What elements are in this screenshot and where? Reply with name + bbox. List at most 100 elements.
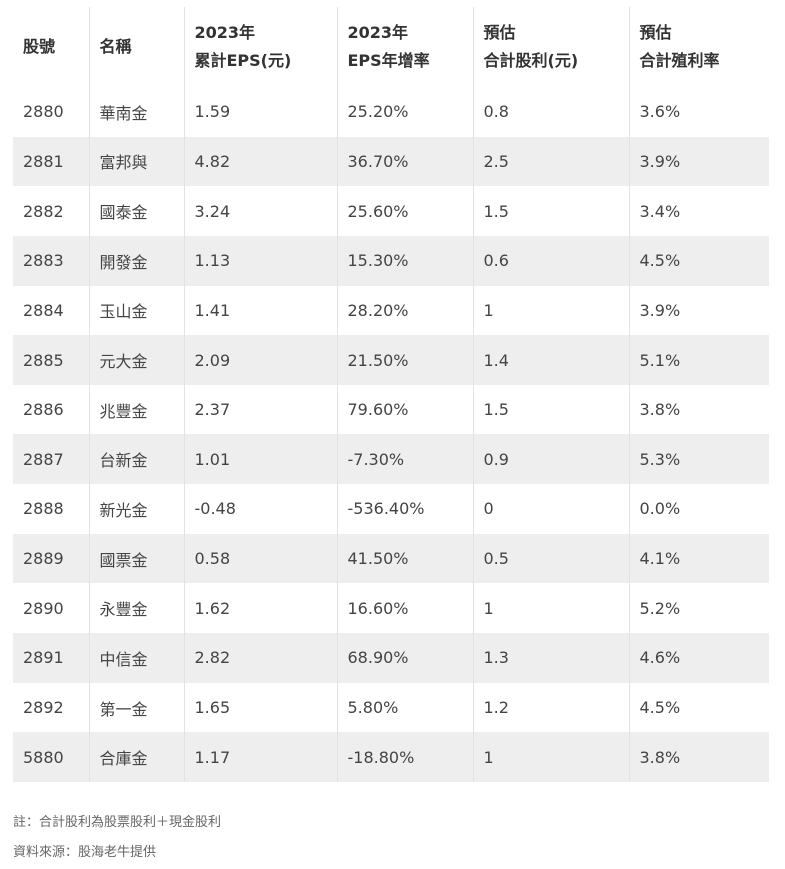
- header-label-line1: 2023年: [347, 23, 409, 42]
- header-label: 名稱: [99, 37, 132, 56]
- cell-eps: 3.24: [184, 186, 338, 236]
- cell-eps: -0.48: [184, 484, 338, 534]
- cell-eps: 1.59: [184, 87, 338, 137]
- header-label-line2: 合計殖利率: [639, 51, 720, 70]
- cell-stock-code: 2882: [13, 186, 90, 236]
- cell-eps: 2.82: [184, 633, 338, 683]
- cell-name: 華南金: [89, 87, 185, 137]
- cell-dividend: 1: [473, 285, 630, 336]
- cell-eps-growth: -7.30%: [337, 434, 474, 485]
- cell-stock-code: 2880: [13, 87, 90, 137]
- cell-dividend: 1.5: [473, 384, 630, 435]
- cell-stock-code: 2889: [13, 533, 90, 584]
- table-row: 2885 元大金 2.09 21.50% 1.4 5.1%: [13, 335, 769, 385]
- table-row: 2891 中信金 2.82 68.90% 1.3 4.6%: [13, 633, 769, 683]
- cell-yield: 4.5%: [639, 698, 681, 717]
- cell-eps-growth: 68.90%: [337, 633, 474, 683]
- cell-dividend: 1.5: [473, 186, 630, 236]
- table-row: 2882 國泰金 3.24 25.60% 1.5 3.4%: [13, 186, 769, 236]
- table-row: 2892 第一金 1.65 5.80% 1.2 4.5%: [13, 682, 769, 733]
- cell-stock-code: 2885: [13, 335, 90, 385]
- cell-yield: 4.5%: [639, 251, 681, 271]
- cell-name: 兆豐金: [89, 384, 185, 435]
- cell-eps: 1.17: [184, 732, 338, 782]
- cell-eps-growth: 25.60%: [337, 186, 474, 236]
- cell-yield: 3.8%: [639, 747, 681, 767]
- cell-name: 新光金: [89, 484, 185, 534]
- header-eps: 2023年 累計EPS(元): [184, 7, 338, 87]
- cell-eps: 1.13: [184, 235, 338, 286]
- cell-name: 合庫金: [89, 732, 185, 782]
- cell-yield: 5.3%: [639, 449, 681, 469]
- cell-yield: 4.1%: [639, 549, 681, 569]
- cell-eps-growth: 21.50%: [337, 335, 474, 385]
- cell-dividend: 1.2: [473, 682, 630, 733]
- table-header: 股號 名稱 2023年 累計EPS(元) 2023年 EPS年增率 預估 合計股…: [13, 7, 769, 87]
- cell-yield: 3.9%: [639, 300, 681, 320]
- table-row: 2886 兆豐金 2.37 79.60% 1.5 3.8%: [13, 384, 769, 435]
- table-row: 2889 國票金 0.58 41.50% 0.5 4.1%: [13, 533, 769, 584]
- cell-eps-growth: 5.80%: [337, 682, 474, 733]
- cell-dividend: 1.3: [473, 633, 630, 683]
- table-row: 2881 富邦與 4.82 36.70% 2.5 3.9%: [13, 136, 769, 187]
- cell-eps-growth: 25.20%: [337, 87, 474, 137]
- table-row: 2884 玉山金 1.41 28.20% 1 3.9%: [13, 285, 769, 336]
- table-row: 2887 台新金 1.01 -7.30% 0.9 5.3%: [13, 434, 769, 485]
- cell-name: 開發金: [89, 235, 185, 286]
- cell-eps-growth: -18.80%: [337, 732, 474, 782]
- header-label-line1: 預估: [483, 23, 516, 42]
- cell-stock-code: 2884: [13, 285, 90, 336]
- financial-stocks-table: 股號 名稱 2023年 累計EPS(元) 2023年 EPS年增率 預估 合計股…: [13, 7, 769, 782]
- cell-stock-code: 5880: [13, 732, 90, 782]
- cell-name: 永豐金: [89, 583, 185, 634]
- table-row: 2890 永豐金 1.62 16.60% 1 5.2%: [13, 583, 769, 634]
- cell-name: 富邦與: [89, 136, 185, 187]
- cell-name: 元大金: [89, 335, 185, 385]
- cell-eps: 4.82: [184, 136, 338, 187]
- cell-dividend: 0.8: [473, 87, 630, 137]
- cell-name: 台新金: [89, 434, 185, 485]
- cell-yield: 3.6%: [639, 102, 681, 122]
- header-label: 股號: [23, 37, 56, 56]
- cell-name: 國泰金: [89, 186, 185, 236]
- cell-eps: 2.37: [184, 384, 338, 435]
- cell-name: 國票金: [89, 533, 185, 584]
- cell-eps-growth: 28.20%: [337, 285, 474, 336]
- footnote: 註：合計股利為股票股利＋現金股利: [13, 815, 222, 830]
- cell-dividend: 0: [473, 484, 630, 534]
- header-row: 股號 名稱 2023年 累計EPS(元) 2023年 EPS年增率 預估 合計股…: [13, 7, 769, 87]
- table-body: 2880 華南金 1.59 25.20% 0.8 3.6% 2881 富邦與 4.82 36.70…: [13, 87, 769, 782]
- cell-eps: 2.09: [184, 335, 338, 385]
- cell-stock-code: 2890: [13, 583, 90, 634]
- header-label-line2: 累計EPS(元): [194, 51, 292, 70]
- header-eps-growth: 2023年 EPS年增率: [337, 7, 474, 87]
- header-label-line1: 預估: [639, 23, 672, 42]
- cell-eps: 1.65: [184, 682, 338, 733]
- cell-eps-growth: 41.50%: [337, 533, 474, 584]
- cell-stock-code: 2891: [13, 633, 90, 683]
- header-name: 名稱: [89, 7, 185, 87]
- table-row: 5880 合庫金 1.17 -18.80% 1 3.8%: [13, 732, 769, 782]
- cell-eps: 0.58: [184, 533, 338, 584]
- cell-yield: 0.0%: [639, 499, 681, 519]
- cell-dividend: 0.5: [473, 533, 630, 584]
- cell-stock-code: 2886: [13, 384, 90, 435]
- header-yield: 預估 合計殖利率: [629, 7, 769, 87]
- cell-eps: 1.01: [184, 434, 338, 485]
- notes-section: 註：合計股利為股票股利＋現金股利 資料來源：股海老牛提供: [13, 808, 221, 868]
- header-dividend: 預估 合計股利(元): [473, 7, 630, 87]
- cell-eps-growth: 36.70%: [337, 136, 474, 187]
- cell-yield: 5.2%: [639, 598, 681, 618]
- cell-eps-growth: 79.60%: [337, 384, 474, 435]
- cell-eps-growth: -536.40%: [337, 484, 474, 534]
- cell-eps: 1.62: [184, 583, 338, 634]
- cell-eps: 1.41: [184, 285, 338, 336]
- cell-yield: 3.9%: [639, 151, 681, 171]
- cell-name: 第一金: [89, 682, 185, 733]
- cell-eps-growth: 16.60%: [337, 583, 474, 634]
- table-row: 2883 開發金 1.13 15.30% 0.6 4.5%: [13, 235, 769, 286]
- cell-name: 玉山金: [89, 285, 185, 336]
- header-label-line1: 2023年: [194, 23, 256, 42]
- cell-eps-growth: 15.30%: [337, 235, 474, 286]
- cell-dividend: 1: [473, 732, 630, 782]
